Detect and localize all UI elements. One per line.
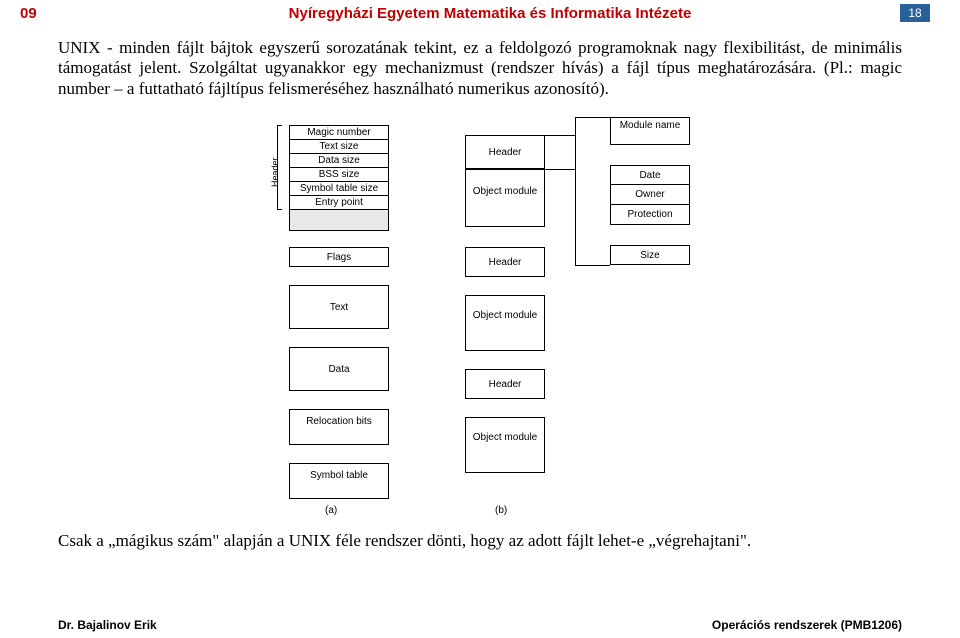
b-header-1: Header	[465, 135, 545, 169]
page-title: Nyíregyházi Egyetem Matematika és Inform…	[80, 5, 900, 22]
caption-a: (a)	[325, 505, 337, 516]
seg-magic: Magic number	[290, 126, 388, 140]
b-obj-2: Object module	[465, 295, 545, 351]
seg-symtab-size: Symbol table size	[290, 182, 388, 196]
footer-author: Dr. Bajalinov Erik	[58, 618, 157, 632]
b-obj-3: Object module	[465, 417, 545, 473]
block-text: Text	[289, 285, 389, 329]
c-size: Size	[610, 245, 690, 265]
c-protection: Protection	[610, 205, 690, 225]
b-header-2: Header	[465, 247, 545, 277]
seg-entry: Entry point	[290, 196, 388, 210]
block-symtab: Symbol table	[289, 463, 389, 499]
c-date: Date	[610, 165, 690, 185]
block-flags: Flags	[289, 247, 389, 267]
page-left-number: 09	[20, 5, 80, 22]
caption-b: (b)	[495, 505, 507, 516]
block-reloc: Relocation bits	[289, 409, 389, 445]
c-module-name: Module name	[610, 117, 690, 145]
b-obj-1: Object module	[465, 169, 545, 227]
seg-bss-size: BSS size	[290, 168, 388, 182]
closing-paragraph: Csak a „mágikus szám" alapján a UNIX fél…	[0, 517, 960, 551]
seg-text-size: Text size	[290, 140, 388, 154]
block-data: Data	[289, 347, 389, 391]
file-structure-diagram: Header Magic number Text size Data size …	[215, 117, 745, 517]
c-owner: Owner	[610, 185, 690, 205]
header-bracket-label: Header	[270, 158, 280, 188]
b-header-3: Header	[465, 369, 545, 399]
body-paragraph: UNIX - minden fájlt bájtok egyszerű soro…	[0, 28, 960, 99]
footer-course: Operációs rendszerek (PMB1206)	[712, 618, 902, 632]
page-number-badge: 18	[900, 4, 930, 22]
seg-data-size: Data size	[290, 154, 388, 168]
